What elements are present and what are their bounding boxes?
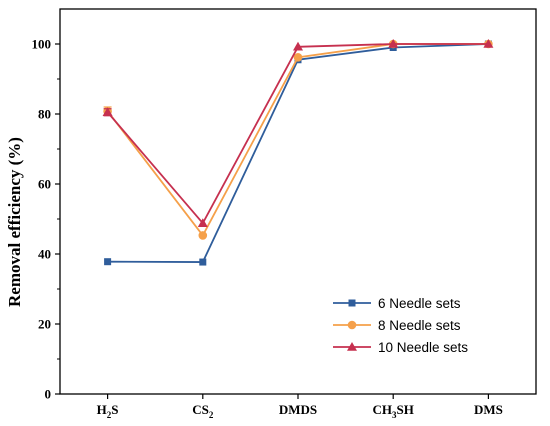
y-axis-title: Removal efficiency (%)	[5, 137, 24, 307]
legend-marker	[347, 342, 357, 351]
y-tick-label: 0	[45, 387, 52, 402]
legend-item-1: 6 Needle sets	[333, 296, 461, 311]
data-point	[388, 39, 399, 48]
x-tick-label: DMDS	[279, 402, 317, 417]
data-point	[293, 41, 303, 51]
legend-label: 10 Needle sets	[378, 340, 468, 355]
x-tick-label: DMS	[474, 402, 503, 417]
data-point	[483, 39, 494, 48]
legend: 6 Needle sets 8 Needle sets 10 Needle sets	[333, 296, 468, 355]
y-tick-label: 20	[38, 317, 51, 332]
y-tick-label: 80	[38, 107, 51, 122]
series-3	[102, 39, 494, 227]
y-tick-label: 40	[38, 247, 51, 262]
series-1	[104, 40, 492, 266]
y-tick-label: 60	[38, 177, 51, 192]
x-tick-label: CH3SH	[373, 402, 414, 420]
x-tick-label: CS2	[192, 402, 214, 420]
legend-item-2: 8 Needle sets	[333, 318, 461, 333]
legend-label: 6 Needle sets	[378, 296, 461, 311]
series-2	[103, 39, 493, 240]
data-point	[102, 107, 113, 116]
data-point	[293, 53, 303, 62]
series-layer	[102, 39, 494, 266]
legend-label: 8 Needle sets	[378, 318, 461, 333]
x-axis: H2S CS2 DMDS CH3SH DMS	[97, 394, 503, 420]
legend-marker	[348, 299, 356, 307]
x-tick-label: H2S	[97, 402, 119, 420]
data-point	[104, 258, 112, 266]
legend-item-3: 10 Needle sets	[333, 340, 468, 355]
legend-marker	[347, 320, 357, 330]
plot-frame	[59, 8, 537, 395]
data-point	[199, 258, 207, 266]
y-tick-label: 100	[32, 37, 52, 52]
series-line	[107, 43, 489, 263]
y-axis: 0 20 40 60 80 100	[32, 37, 60, 402]
data-point	[198, 231, 208, 240]
series-line	[106, 43, 489, 225]
series-line	[106, 43, 489, 238]
data-point	[197, 218, 208, 227]
plot-border	[59, 8, 537, 395]
